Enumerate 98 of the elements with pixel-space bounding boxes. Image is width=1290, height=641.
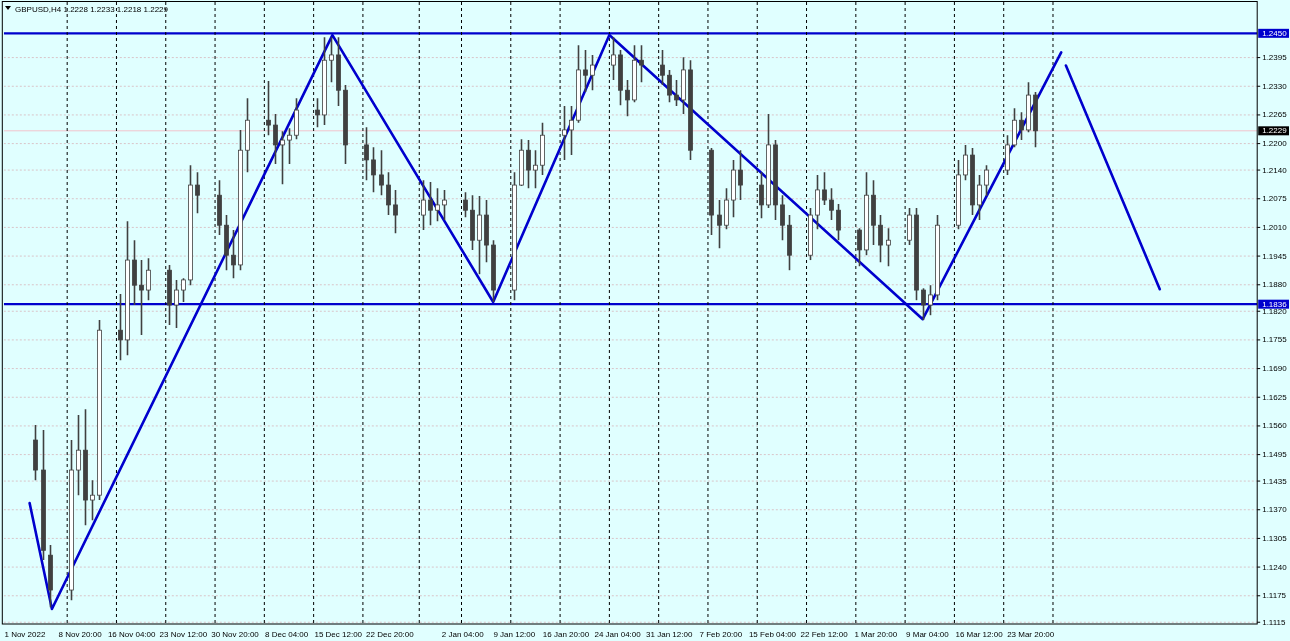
y-tick-label: 1.1880	[1262, 280, 1288, 290]
candlestick	[660, 49, 665, 86]
y-tick-label: 1.1240	[1262, 562, 1288, 572]
y-tick-label: 1.1690	[1262, 364, 1288, 374]
y-tick-label: 1.1115	[1262, 617, 1287, 627]
candlestick	[738, 149, 743, 201]
candlestick	[674, 79, 679, 107]
candlestick	[90, 479, 95, 522]
candlestick	[857, 227, 862, 268]
y-tick-label: 1.1435	[1262, 476, 1288, 486]
x-tick-label: 8 Dec 04:00	[265, 629, 309, 639]
x-tick-label: 24 Jan 04:00	[594, 629, 642, 639]
candlestick	[386, 171, 391, 216]
y-tick-label: 1.2075	[1262, 194, 1288, 204]
candlestick	[442, 189, 447, 221]
candlestick	[639, 44, 644, 84]
candlestick	[329, 36, 334, 84]
candlestick	[921, 287, 926, 321]
x-tick-label: 23 Nov 12:00	[159, 629, 208, 639]
candlestick	[266, 80, 271, 137]
y-tick-label: 1.1305	[1262, 533, 1288, 543]
y-tick-label: 1.1755	[1262, 335, 1288, 345]
x-tick-label: 31 Jan 12:00	[646, 629, 693, 639]
candlestick	[829, 187, 834, 221]
ref-line-label: 1.2450	[1262, 28, 1288, 38]
candlestick	[562, 105, 567, 161]
x-tick-label: 15 Dec 12:00	[314, 629, 363, 639]
candlestick	[963, 144, 968, 182]
candlestick	[315, 97, 320, 129]
candlestick	[273, 113, 278, 165]
y-tick-label: 1.2395	[1262, 53, 1288, 63]
x-tick-label: 16 Nov 04:00	[107, 629, 157, 639]
candlestick	[533, 149, 538, 189]
y-tick-label: 1.1625	[1262, 392, 1288, 402]
y-tick-label: 1.2265	[1262, 110, 1288, 120]
ref-line-label: 1.1836	[1262, 299, 1288, 309]
candlestick	[139, 259, 144, 336]
candlestick	[287, 127, 292, 165]
candlestick	[146, 257, 151, 302]
candlestick	[928, 284, 933, 317]
candlestick	[822, 171, 827, 206]
x-tick-label: 9 Mar 04:00	[906, 629, 950, 639]
x-tick-label: 9 Jan 12:00	[493, 629, 536, 639]
candlestick	[583, 49, 588, 93]
candlestick	[195, 171, 200, 215]
candlestick	[667, 69, 672, 103]
candlestick	[280, 130, 285, 185]
candlestick	[836, 203, 841, 242]
y-tick-label: 1.1495	[1262, 450, 1288, 460]
candlestick	[76, 414, 81, 496]
x-tick-label: 8 Nov 20:00	[58, 629, 103, 639]
y-tick-label: 1.1175	[1262, 591, 1287, 601]
y-tick-label: 1.2010	[1262, 222, 1288, 232]
y-tick-label: 1.1560	[1262, 421, 1288, 431]
candlestick	[364, 126, 369, 182]
candlestick	[379, 149, 384, 197]
candlestick	[759, 171, 764, 219]
candlestick	[231, 229, 236, 279]
candlestick	[717, 199, 722, 249]
y-tick-label: 1.1370	[1262, 505, 1288, 515]
x-tick-label: 30 Nov 20:00	[211, 629, 260, 639]
candlestick	[118, 293, 123, 361]
candlestick	[428, 181, 433, 227]
candlestick	[611, 36, 616, 81]
y-tick-label: 1.1945	[1262, 251, 1288, 261]
x-tick-label: 2 Jan 04:00	[441, 629, 485, 639]
ref-line-label: 1.2229	[1262, 126, 1288, 136]
y-tick-label: 1.2330	[1262, 81, 1288, 91]
candlestick	[886, 227, 891, 268]
x-tick-label: 1 Nov 2022	[4, 629, 46, 639]
candlestick	[977, 174, 982, 221]
candlestick	[181, 277, 186, 303]
candlestick	[371, 146, 376, 193]
candlestick	[526, 139, 531, 189]
candlestick	[174, 279, 179, 329]
candlestick	[780, 194, 785, 242]
y-tick-label: 1.2200	[1262, 139, 1288, 149]
x-tick-label: 16 Mar 12:00	[955, 629, 1004, 639]
candlestick	[878, 214, 883, 264]
x-tick-label: 15 Feb 04:00	[748, 629, 797, 639]
candlestick	[463, 191, 468, 219]
y-tick-label: 1.1820	[1262, 306, 1288, 316]
x-tick-label: 7 Feb 20:00	[699, 629, 743, 639]
candlestick	[435, 187, 440, 223]
x-tick-label: 22 Feb 12:00	[800, 629, 849, 639]
x-tick-label: 23 Mar 20:00	[1007, 629, 1055, 639]
candlestick	[1019, 111, 1024, 141]
x-tick-label: 1 Mar 20:00	[854, 629, 898, 639]
candlestick	[984, 164, 989, 197]
candlestick	[625, 79, 630, 118]
candlestick	[569, 105, 574, 156]
candlestick	[590, 54, 595, 92]
candlestick	[393, 189, 398, 234]
x-tick-label: 16 Jan 20:00	[542, 629, 590, 639]
candlestick	[421, 179, 426, 231]
x-tick-label: 22 Dec 20:00	[366, 629, 415, 639]
chart-title: GBPUSD,H4 1.2228 1.2233 1.2218 1.2229	[15, 4, 169, 14]
y-tick-label: 1.2140	[1262, 165, 1288, 175]
